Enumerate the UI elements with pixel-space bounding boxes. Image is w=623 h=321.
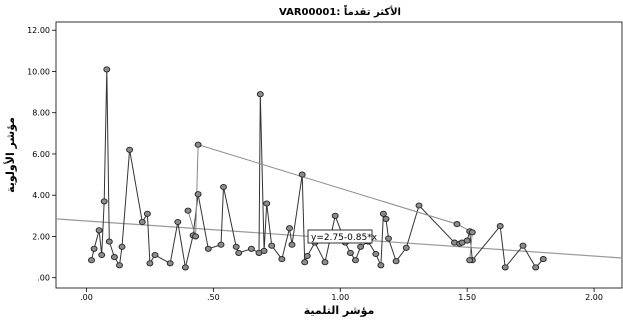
data-point [138,218,146,226]
data-point [151,251,159,259]
data-point [174,218,182,226]
data-point [303,252,311,260]
y-axis-label: مؤشر الأولوية [3,117,17,193]
data-point [90,245,98,252]
data-point [278,256,286,263]
x-tick-label: .50 [207,293,220,302]
data-point [372,250,380,258]
x-axis-ticks: .00 .50 1.00 1.50 2.00 [80,288,603,302]
fit-line-label: y=2.75-0.85*x [311,233,378,243]
data-point [496,223,504,230]
y-tick-label: 12.00 [27,26,50,35]
data-point [501,264,509,271]
data-point [301,259,309,266]
plot-frame [55,21,623,289]
y-tick-label: 2.00 [32,232,50,241]
x-tick-label: 2.00 [585,293,603,302]
data-point [126,146,134,153]
series-lines [91,69,544,269]
data-point [184,207,192,214]
series-line-2 [187,144,473,261]
data-point [385,235,392,242]
x-tick-label: 1.50 [458,293,476,302]
chart-title: VAR00001: الأكثر تقدماً [279,4,401,18]
data-point [166,260,174,267]
data-point [105,238,113,245]
data-point [519,242,527,249]
data-point [321,259,329,266]
data-point [453,221,461,228]
data-point [298,171,306,178]
data-point [235,249,243,256]
data-point [260,247,268,254]
x-axis-label: مؤشر التلمية [304,304,375,317]
data-point [263,200,271,207]
data-point [288,241,296,248]
data-point [181,264,189,271]
data-point [331,212,339,219]
x-tick-label: 1.00 [331,293,349,302]
data-point [118,243,126,250]
data-point [232,243,240,250]
series-line-1 [91,69,544,269]
y-tick-label: 4.00 [32,191,50,200]
data-point [192,233,200,240]
data-point [194,191,202,198]
data-point [256,91,264,98]
data-point [402,244,410,251]
data-point [204,245,212,252]
data-point [377,262,385,269]
data-point [268,242,276,249]
data-point [382,215,390,222]
fit-line-label-box: y=2.75-0.85*x [307,229,378,244]
data-point [110,254,118,261]
data-point [217,241,225,248]
x-tick-label: .00 [80,293,93,302]
data-point [392,258,400,265]
y-tick-label: 6.00 [32,150,50,159]
data-point [463,237,471,244]
data-point [352,257,359,264]
data-point [98,251,106,259]
data-point [415,202,423,209]
data-point [116,262,123,269]
data-point [103,66,111,73]
data-point [379,210,387,217]
fit-label-box [307,229,373,244]
data-point [95,227,103,234]
data-point [194,141,202,148]
data-point [247,245,255,252]
data-point [146,260,154,267]
data-point [88,257,95,264]
data-point [539,256,547,263]
y-axis-ticks: .00 2.00 4.00 6.00 8.00 10.00 12.00 [27,26,56,283]
data-point [100,198,108,205]
data-point [357,243,365,250]
data-point [286,225,293,232]
data-point [346,249,354,256]
data-point [532,264,540,271]
y-tick-label: 10.00 [27,67,50,76]
data-point [220,183,227,191]
data-point [143,210,151,217]
y-tick-label: .00 [37,274,50,283]
data-point [466,257,474,264]
data-point [468,229,476,236]
y-tick-label: 8.00 [32,109,50,118]
